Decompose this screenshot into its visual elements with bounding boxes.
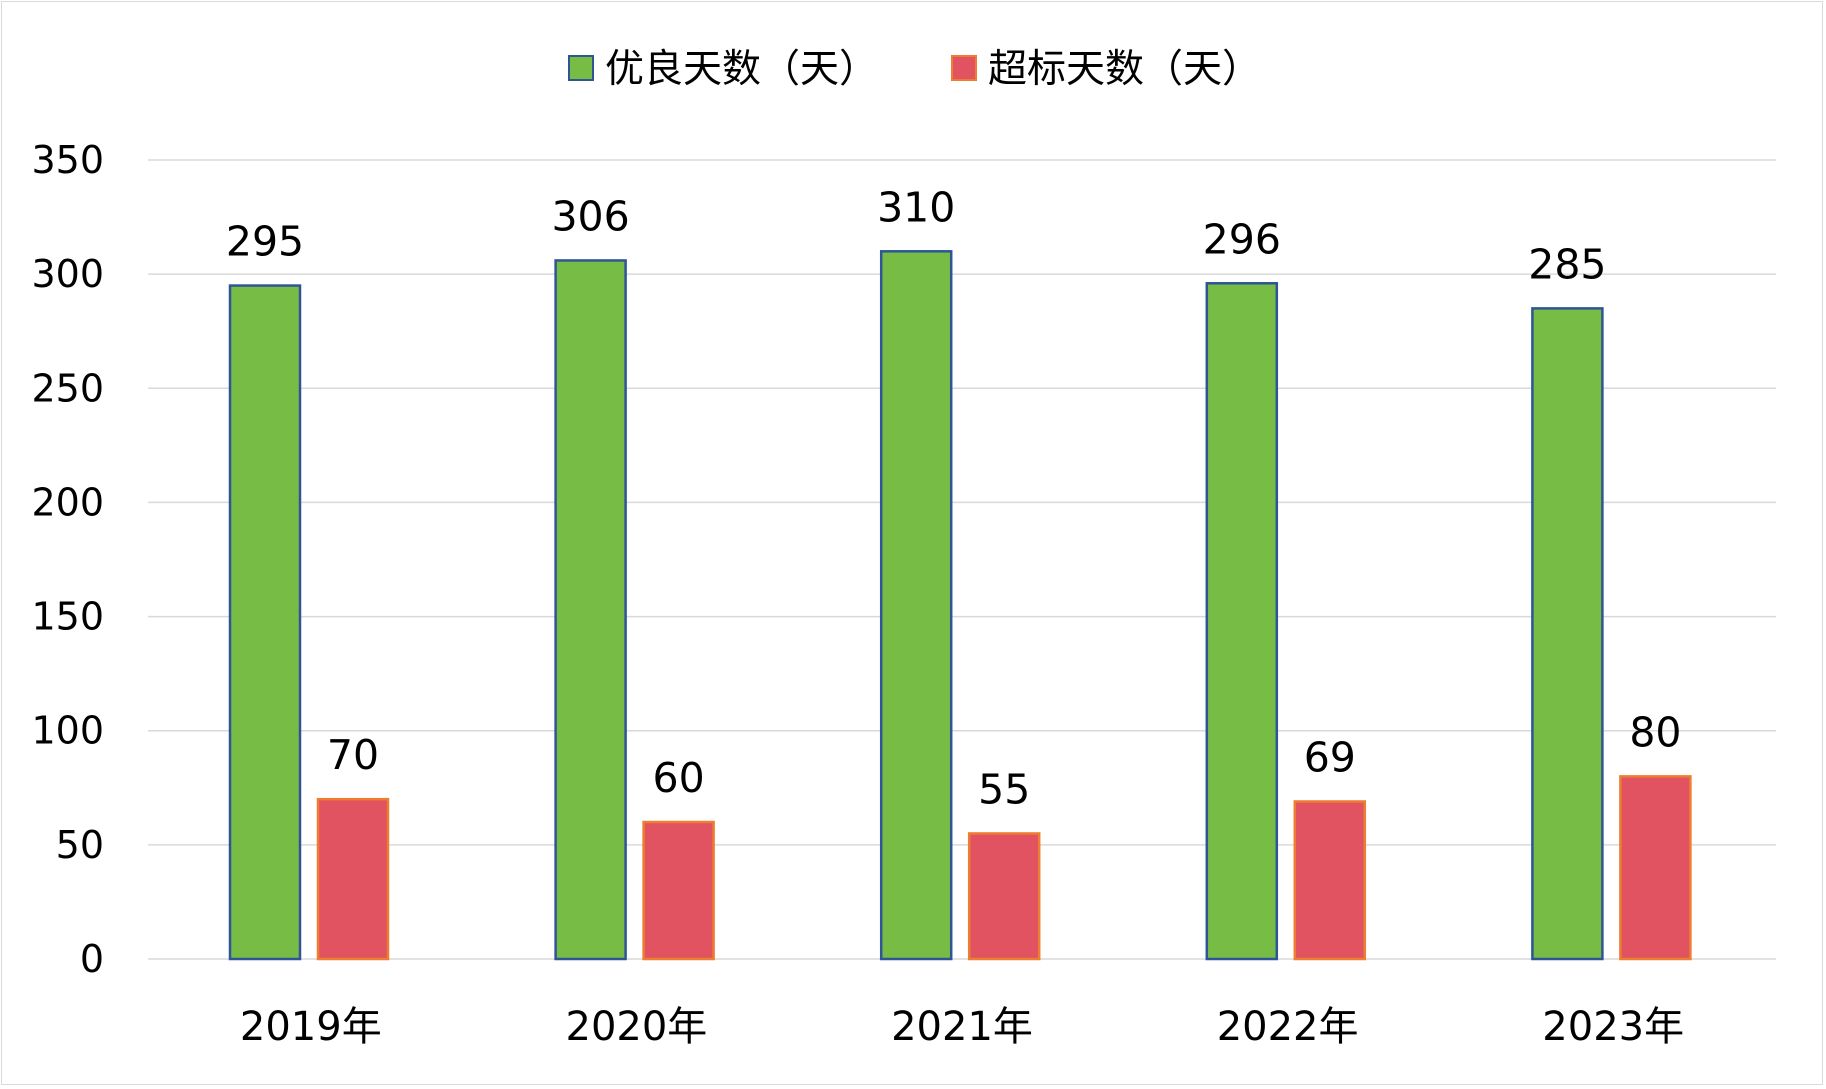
data-labels: 295 70 306 60 310 55 296 69 285 80 xyxy=(226,183,1682,813)
data-label-good-days-1: 306 xyxy=(551,192,629,240)
x-category-label: 2019年 xyxy=(240,1004,382,1050)
bar-good-days-0 xyxy=(228,284,302,961)
y-axis-ticks: 0 50 100 150 200 250 300 350 xyxy=(31,138,104,981)
y-tick-label: 350 xyxy=(31,138,104,182)
data-label-exceed-days-4: 80 xyxy=(1629,708,1681,756)
legend-item-good-days: 优良天数（天） xyxy=(568,47,878,92)
legend-label-good-days: 优良天数（天） xyxy=(605,47,878,92)
bar-good-days-1 xyxy=(554,259,627,961)
bar-good-days-4 xyxy=(1531,307,1604,961)
legend: 优良天数（天） 超标天数（天） xyxy=(568,47,1261,92)
legend-item-exceed-days: 超标天数（天） xyxy=(951,47,1261,92)
bars xyxy=(228,250,1692,961)
bar-exceed-days-0 xyxy=(316,797,390,961)
bar-exceed-days-2 xyxy=(967,832,1041,961)
x-category-label: 2023年 xyxy=(1542,1004,1684,1050)
legend-swatch-exceed-days xyxy=(951,55,977,81)
legend-label-exceed-days: 超标天数（天） xyxy=(988,47,1261,92)
data-label-good-days-4: 285 xyxy=(1528,240,1606,288)
data-label-exceed-days-1: 60 xyxy=(653,754,705,802)
x-category-label: 2020年 xyxy=(566,1004,708,1050)
y-tick-label: 0 xyxy=(80,937,104,981)
y-tick-label: 150 xyxy=(31,595,104,639)
bar-exceed-days-1 xyxy=(642,820,715,961)
bar-exceed-days-4 xyxy=(1619,775,1692,961)
legend-swatch-good-days xyxy=(568,55,594,81)
y-tick-label: 250 xyxy=(31,366,104,410)
x-category-label: 2022年 xyxy=(1217,1004,1359,1050)
y-tick-label: 100 xyxy=(31,709,104,753)
bar-good-days-2 xyxy=(879,250,953,961)
data-label-good-days-3: 296 xyxy=(1203,215,1281,263)
bar-good-days-3 xyxy=(1205,282,1279,961)
data-label-good-days-0: 295 xyxy=(226,218,304,266)
data-label-exceed-days-0: 70 xyxy=(327,731,379,779)
data-label-good-days-2: 310 xyxy=(877,183,955,231)
x-axis-categories: 2019年 2020年 2021年 2022年 2023年 xyxy=(240,1004,1684,1050)
y-tick-label: 300 xyxy=(31,252,104,296)
data-label-exceed-days-2: 55 xyxy=(978,765,1030,813)
y-tick-label: 200 xyxy=(31,480,104,524)
y-tick-label: 50 xyxy=(56,823,104,867)
x-category-label: 2021年 xyxy=(891,1004,1033,1050)
data-label-exceed-days-3: 69 xyxy=(1304,733,1356,781)
bar-exceed-days-3 xyxy=(1293,800,1367,961)
grid-lines xyxy=(148,159,1776,960)
